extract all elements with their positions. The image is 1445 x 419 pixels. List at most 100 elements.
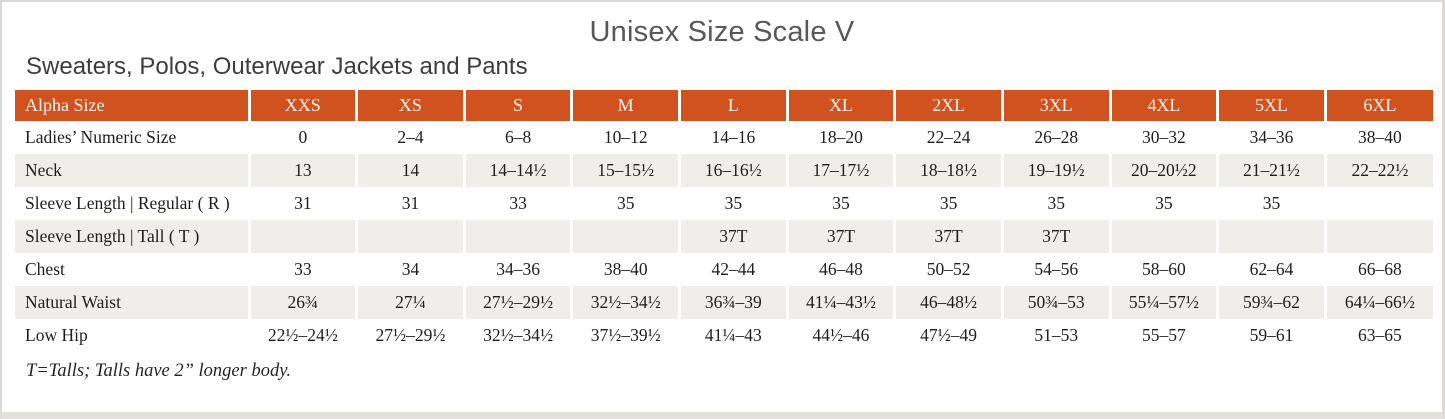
- table-cell: 31: [355, 187, 465, 220]
- table-cell: 37T: [678, 220, 788, 253]
- table-cell: [1323, 187, 1433, 220]
- table-row-sleeve-length-tall: Sleeve Length | Tall ( T ) 37T 37T 37T 3…: [15, 220, 1433, 253]
- row-label: Sleeve Length | Tall ( T ): [15, 220, 249, 253]
- table-cell: 30–32: [1108, 121, 1218, 154]
- row-label: Sleeve Length | Regular ( R ): [25, 193, 230, 213]
- table-cell: 20–20½2: [1108, 154, 1218, 187]
- table-cell: 66–68: [1323, 253, 1433, 286]
- table-cell: 36¾–39: [678, 286, 788, 319]
- table-cell: 37T: [785, 220, 895, 253]
- table-cell: 0: [247, 121, 357, 154]
- table-cell: 38–40: [570, 253, 680, 286]
- table-cell: 18–20: [785, 121, 895, 154]
- table-cell: 27¼: [355, 286, 465, 319]
- table-cell: 33: [247, 253, 357, 286]
- table-row-neck: Neck 13 14 14–14½ 15–15½ 16–16½ 17–17½ 1…: [15, 154, 1433, 187]
- table-cell: 46–48½: [893, 286, 1003, 319]
- column-header-2xl: 2XL: [893, 90, 1003, 121]
- table-cell: 63–65: [1323, 319, 1433, 352]
- table-cell: 54–56: [1000, 253, 1110, 286]
- table-cell: 35: [1216, 187, 1326, 220]
- table-cell: [570, 220, 680, 253]
- row-label: Neck: [15, 154, 249, 187]
- table-row-ladies-numeric-size: Ladies’ Numeric Size 0 2–4 6–8 10–12 14–…: [15, 121, 1433, 154]
- table-cell: 34–36: [1216, 121, 1326, 154]
- table-cell: 35: [678, 187, 788, 220]
- table-cell: 26¾: [247, 286, 357, 319]
- table-cell: 22–22½: [1323, 154, 1433, 187]
- table-cell: 59–61: [1216, 319, 1326, 352]
- table-cell: 41¼–43½: [785, 286, 895, 319]
- table-cell: 34–36: [462, 253, 572, 286]
- size-table: Alpha Size XXS XS S M L XL 2XL 3XL 4XL 5…: [15, 90, 1433, 352]
- table-header-row: Alpha Size XXS XS S M L XL 2XL 3XL 4XL 5…: [15, 90, 1433, 121]
- table-cell: 6–8: [462, 121, 572, 154]
- talls-footnote: T=Talls; Talls have 2” longer body.: [26, 361, 292, 381]
- column-header-l: L: [678, 90, 788, 121]
- table-cell: 50¾–53: [1000, 286, 1110, 319]
- table-cell: 22½–24½: [247, 319, 357, 352]
- row-label: Ladies’ Numeric Size: [25, 127, 177, 147]
- table-cell: 35: [570, 187, 680, 220]
- table-cell: 10–12: [570, 121, 680, 154]
- table-cell: 37T: [893, 220, 1003, 253]
- table-cell: 17–17½: [785, 154, 895, 187]
- page-title: Unisex Size Scale V: [589, 16, 855, 48]
- table-cell: [1108, 220, 1218, 253]
- table-row-low-hip: Low Hip 22½–24½ 27½–29½ 32½–34½ 37½–39½ …: [15, 319, 1433, 352]
- table-cell: 47½–49: [893, 319, 1003, 352]
- column-header-xs: XS: [355, 90, 465, 121]
- table-cell: 22–24: [893, 121, 1003, 154]
- page-subtitle: Sweaters, Polos, Outerwear Jackets and P…: [26, 53, 528, 80]
- table-cell: 31: [247, 187, 357, 220]
- table-cell: 41¼–43: [678, 319, 788, 352]
- table-cell: 64¼–66½: [1323, 286, 1433, 319]
- table-cell: 62–64: [1216, 253, 1326, 286]
- table-row-chest: Chest 33 34 34–36 38–40 42–44 46–48 50–5…: [15, 253, 1433, 286]
- table-cell: 14: [355, 154, 465, 187]
- table-cell: 14–14½: [462, 154, 572, 187]
- column-header-s: S: [462, 90, 572, 121]
- table-cell: 35: [893, 187, 1003, 220]
- table-cell: [462, 220, 572, 253]
- table-cell: [1323, 220, 1433, 253]
- table-cell: 38–40: [1323, 121, 1433, 154]
- table-cell: 55–57: [1108, 319, 1218, 352]
- table-cell: [247, 220, 357, 253]
- table-cell: 34: [355, 253, 465, 286]
- table-cell: 35: [1000, 187, 1110, 220]
- column-header-4xl: 4XL: [1108, 90, 1218, 121]
- table-cell: 58–60: [1108, 253, 1218, 286]
- table-cell: 16–16½: [678, 154, 788, 187]
- table-cell: [1216, 220, 1326, 253]
- column-header-6xl: 6XL: [1323, 90, 1433, 121]
- table-cell: 32½–34½: [462, 319, 572, 352]
- table-cell: 27½–29½: [355, 319, 465, 352]
- table-cell: 26–28: [1000, 121, 1110, 154]
- column-header-xl: XL: [785, 90, 895, 121]
- table-cell: 37T: [1000, 220, 1110, 253]
- table-cell: 59¾–62: [1216, 286, 1326, 319]
- table-cell: 44½–46: [785, 319, 895, 352]
- table-cell: 32½–34½: [570, 286, 680, 319]
- column-header-3xl: 3XL: [1000, 90, 1110, 121]
- table-cell: 33: [462, 187, 572, 220]
- row-label: Chest: [25, 259, 65, 279]
- table-cell: 13: [247, 154, 357, 187]
- table-cell: 55¼–57½: [1108, 286, 1218, 319]
- table-cell: 51–53: [1000, 319, 1110, 352]
- table-cell: [355, 220, 465, 253]
- column-header-5xl: 5XL: [1216, 90, 1326, 121]
- row-label: Natural Waist: [15, 286, 249, 319]
- table-cell: 15–15½: [570, 154, 680, 187]
- table-row-sleeve-length-regular: Sleeve Length | Regular ( R ) 31 31 33 3…: [15, 187, 1433, 220]
- table-cell: 42–44: [678, 253, 788, 286]
- table-cell: 46–48: [785, 253, 895, 286]
- table-cell: 37½–39½: [570, 319, 680, 352]
- table-row-natural-waist: Natural Waist 26¾ 27¼ 27½–29½ 32½–34½ 36…: [15, 286, 1433, 319]
- table-cell: 50–52: [893, 253, 1003, 286]
- table-cell: 21–21½: [1216, 154, 1326, 187]
- column-header-xxs: XXS: [247, 90, 357, 121]
- row-label: Low Hip: [25, 325, 88, 345]
